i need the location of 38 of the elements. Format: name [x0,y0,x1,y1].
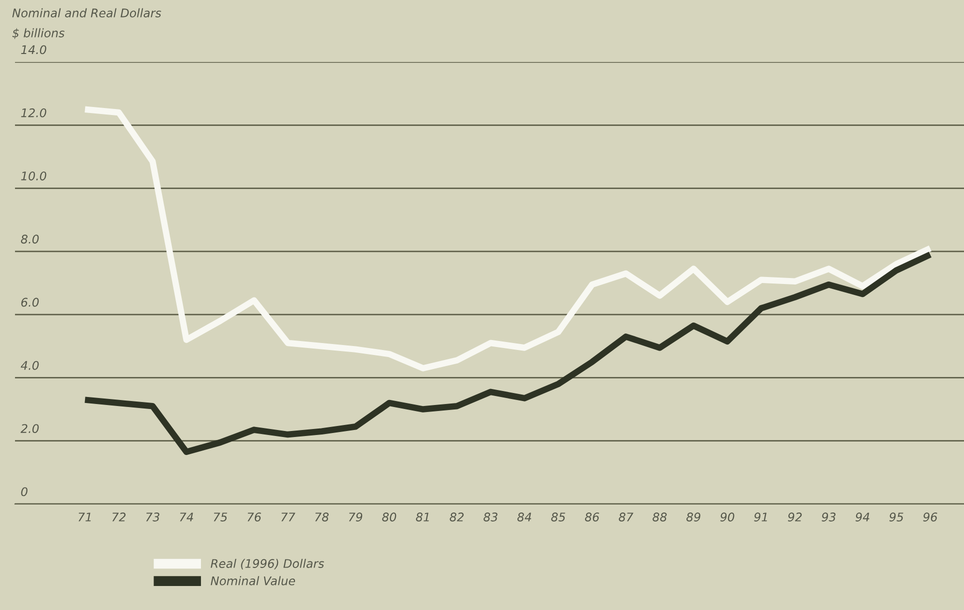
x-tick-label: 76 [248,512,262,522]
y-tick-label: 10.0 [21,172,46,180]
x-tick-label: 84 [517,512,532,522]
y-tick-label: 0 [21,487,28,496]
x-tick-label: 90 [720,512,734,522]
y-axis-title: $ billions [12,28,64,39]
x-tick-label: 85 [551,512,566,522]
x-tick-label: 81 [416,512,429,522]
legend-label: Nominal Value [210,576,296,586]
x-tick-label: 93 [822,512,836,522]
x-tick-label: 73 [146,512,160,522]
y-tick-label: 14.0 [21,45,46,54]
x-tick-label: 79 [349,512,362,522]
x-tick-label: 92 [788,512,802,522]
x-tick-label: 88 [652,512,667,522]
y-tick-label: 12.0 [21,108,46,118]
x-tick-label: 87 [618,512,634,522]
x-tick-label: 89 [686,512,700,522]
x-tick-label: 78 [315,512,329,522]
y-tick-label: 8.0 [20,234,39,244]
x-tick-label: 75 [214,512,228,522]
x-tick-label: 74 [180,512,194,522]
x-tick-label: 86 [584,512,600,522]
x-tick-label: 80 [382,512,396,522]
x-tick-label: 82 [450,512,464,522]
x-tick-label: 77 [281,512,296,522]
chart-title: Nominal and Real Dollars [12,8,162,18]
x-tick-label: 72 [112,512,126,522]
x-tick-label: 94 [856,512,870,522]
y-tick-label: 6.0 [21,298,39,307]
y-tick-label: 4.0 [20,360,39,370]
y-tick-label: 2.0 [20,424,39,434]
x-tick-label: 95 [889,512,904,522]
x-tick-label: 96 [923,512,938,522]
x-tick-label: 91 [754,512,767,522]
x-tick-label: 71 [78,512,91,522]
x-tick-label: 83 [484,512,498,522]
legend-label: Real (1996) Dollars [210,558,324,570]
